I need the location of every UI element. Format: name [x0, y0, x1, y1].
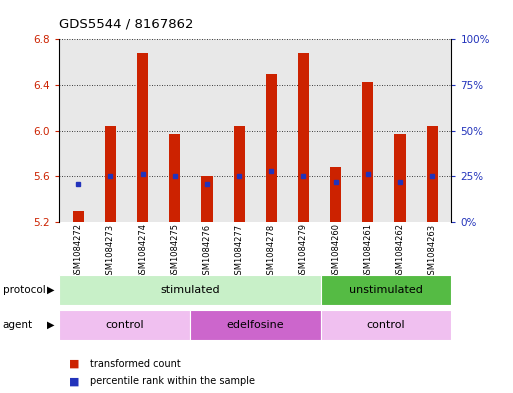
Text: transformed count: transformed count: [90, 358, 181, 369]
Bar: [362, 82, 373, 222]
Bar: [394, 134, 406, 222]
Text: control: control: [105, 320, 144, 330]
Text: ▶: ▶: [47, 285, 55, 295]
Bar: [266, 73, 277, 222]
Text: agent: agent: [3, 320, 33, 330]
Text: ▶: ▶: [47, 320, 55, 330]
Bar: [330, 167, 341, 222]
Bar: [201, 176, 212, 222]
Bar: [298, 53, 309, 222]
Bar: [233, 126, 245, 222]
Bar: [321, 275, 451, 305]
Text: GDS5544 / 8167862: GDS5544 / 8167862: [59, 18, 193, 31]
Bar: [426, 126, 438, 222]
Bar: [321, 310, 451, 340]
Text: percentile rank within the sample: percentile rank within the sample: [90, 376, 255, 386]
Bar: [137, 53, 148, 222]
Bar: [59, 275, 321, 305]
Text: control: control: [367, 320, 405, 330]
Bar: [169, 134, 181, 222]
Text: unstimulated: unstimulated: [349, 285, 423, 295]
Text: stimulated: stimulated: [160, 285, 220, 295]
Bar: [59, 310, 190, 340]
Bar: [73, 211, 84, 222]
Text: ■: ■: [69, 376, 80, 386]
Text: edelfosine: edelfosine: [226, 320, 284, 330]
Bar: [105, 126, 116, 222]
Text: protocol: protocol: [3, 285, 45, 295]
Bar: [190, 310, 321, 340]
Text: ■: ■: [69, 358, 80, 369]
